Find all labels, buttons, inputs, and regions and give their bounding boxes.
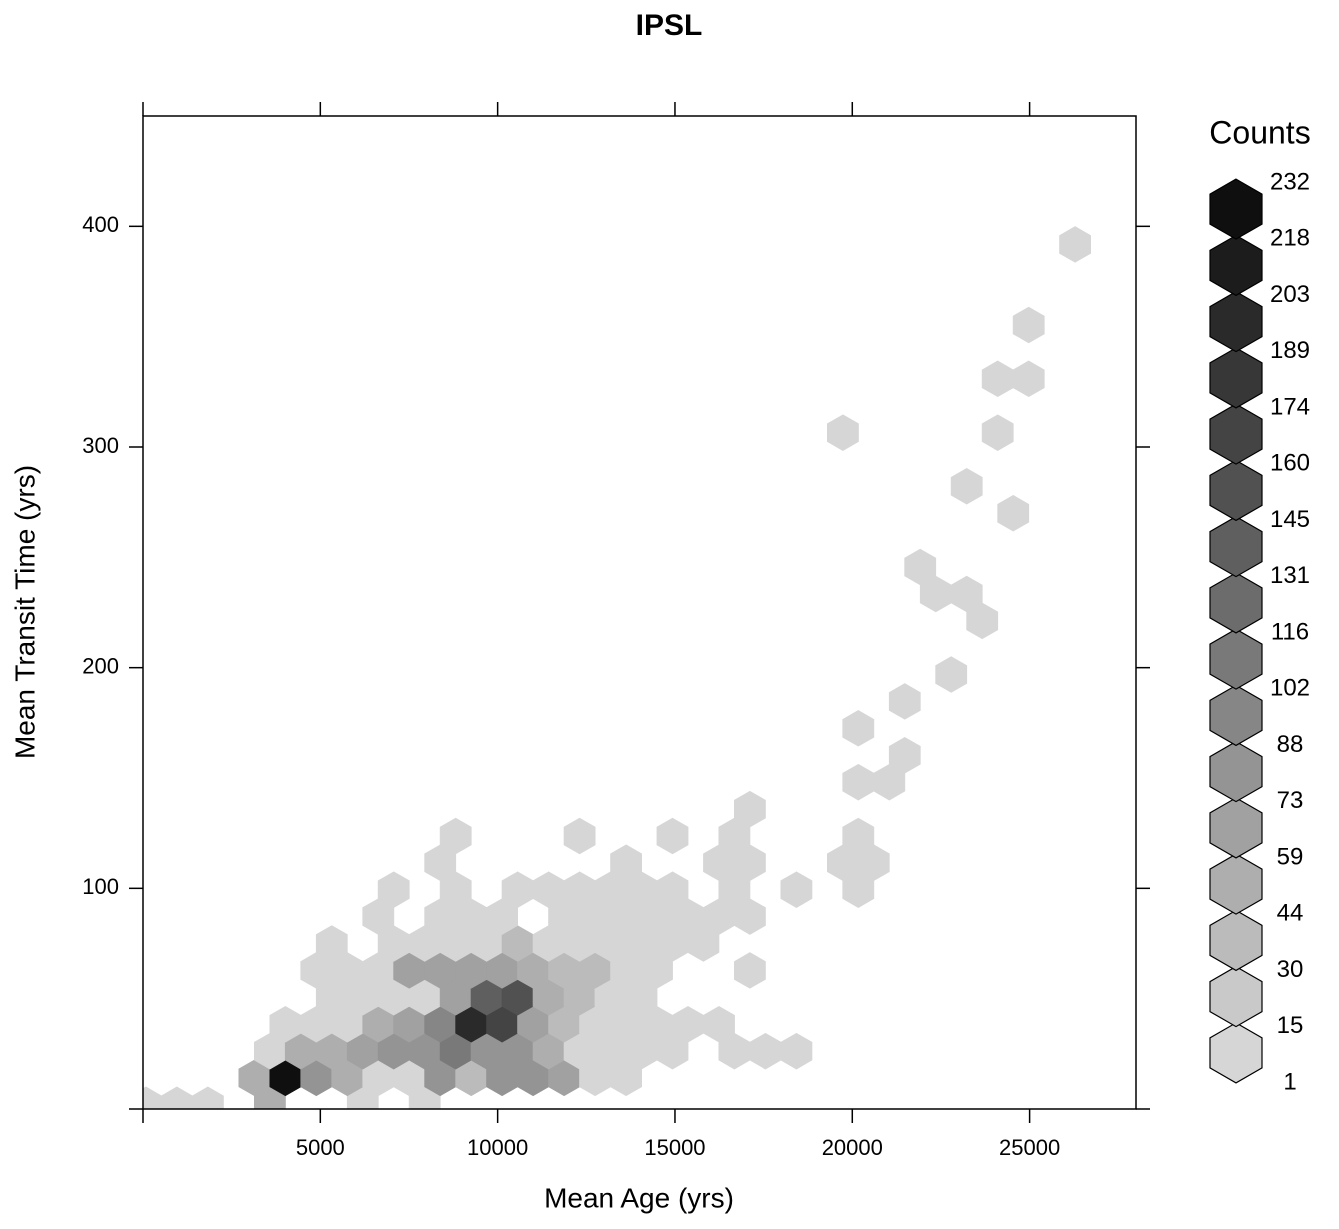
hex-cell	[981, 360, 1014, 398]
hex-cell	[935, 656, 968, 693]
legend-label: 59	[1277, 843, 1304, 870]
hex-cell	[1059, 226, 1091, 263]
y-tick-label: 100	[82, 874, 119, 899]
hex-cell	[733, 952, 766, 989]
hex-cell	[161, 1086, 193, 1109]
y-tick-label: 200	[82, 653, 119, 678]
x-tick-label: 15000	[644, 1135, 705, 1160]
legend-swatch	[1209, 797, 1263, 859]
hex-cell	[143, 1086, 162, 1109]
legend-swatch	[1209, 572, 1263, 634]
x-tick-label: 10000	[467, 1135, 528, 1160]
hex-cell	[733, 790, 766, 828]
legend-label: 189	[1270, 337, 1310, 364]
hex-cell	[315, 925, 348, 962]
x-tick-label: 20000	[822, 1135, 883, 1160]
hex-cell	[192, 1086, 224, 1109]
hex-cell	[888, 683, 921, 720]
hex-cell	[842, 817, 875, 855]
plot-frame	[142, 115, 1137, 1110]
legend-swatch	[1209, 515, 1263, 578]
hex-cell	[703, 1006, 735, 1043]
legend-swatch	[1209, 628, 1263, 690]
legend-swatch	[1209, 965, 1263, 1028]
hex-cell	[656, 871, 689, 908]
legend-swatch	[1209, 459, 1263, 522]
legend-swatch	[1209, 853, 1263, 915]
legend-label: 174	[1270, 393, 1310, 420]
legend-label: 116	[1271, 618, 1309, 645]
plot-area	[143, 226, 1091, 1109]
hex-cell	[610, 844, 643, 881]
legend-label: 30	[1277, 956, 1304, 983]
legend-label: 102	[1270, 675, 1310, 702]
hex-cell	[656, 817, 689, 855]
legend-label: 160	[1270, 450, 1310, 477]
legend-label: 44	[1277, 900, 1304, 927]
hex-cell	[1012, 306, 1045, 344]
legend-swatch	[1209, 684, 1263, 747]
hex-cell	[1012, 360, 1045, 398]
x-axis-label: Mean Age (yrs)	[544, 1182, 734, 1213]
hex-cell	[950, 575, 983, 613]
x-tick-label: 25000	[999, 1135, 1060, 1160]
legend-label: 232	[1270, 168, 1310, 195]
hex-cell	[904, 548, 937, 586]
hex-cell	[997, 494, 1030, 532]
legend-label: 145	[1270, 506, 1310, 533]
legend-swatch	[1209, 909, 1263, 972]
hex-cell	[826, 414, 859, 451]
legend-label: 88	[1277, 731, 1304, 758]
legend-label: 73	[1277, 787, 1304, 814]
legend-swatch	[1209, 740, 1263, 803]
legend-label: 15	[1277, 1012, 1304, 1039]
hex-cell	[950, 468, 983, 505]
hex-cell	[780, 1032, 813, 1070]
chart-title: IPSL	[636, 9, 703, 42]
hex-cell	[888, 737, 921, 774]
legend-label: 218	[1270, 225, 1310, 252]
legend-swatch	[1209, 234, 1263, 297]
legend-label: 131	[1270, 562, 1310, 589]
hex-cell	[439, 817, 472, 855]
legend-label: 203	[1270, 281, 1310, 308]
hex-cell	[842, 710, 875, 747]
legend-swatch	[1209, 1022, 1263, 1084]
legend-swatch	[1209, 347, 1263, 409]
legend-title: Counts	[1209, 114, 1310, 150]
legend-swatch	[1209, 403, 1263, 465]
hex-cell	[981, 414, 1014, 451]
hex-cell	[749, 1032, 782, 1070]
hex-cell	[563, 817, 596, 855]
y-axis-label: Mean Transit Time (yrs)	[9, 465, 40, 759]
y-tick-label: 400	[82, 212, 119, 237]
legend-label: 1	[1283, 1068, 1296, 1095]
legend-swatch	[1209, 178, 1263, 240]
x-tick-label: 5000	[296, 1135, 345, 1160]
hex-cell	[780, 871, 813, 908]
hex-cell	[842, 763, 875, 801]
hex-cell	[377, 871, 410, 908]
legend-swatch	[1209, 290, 1263, 353]
y-tick-label: 300	[82, 433, 119, 458]
